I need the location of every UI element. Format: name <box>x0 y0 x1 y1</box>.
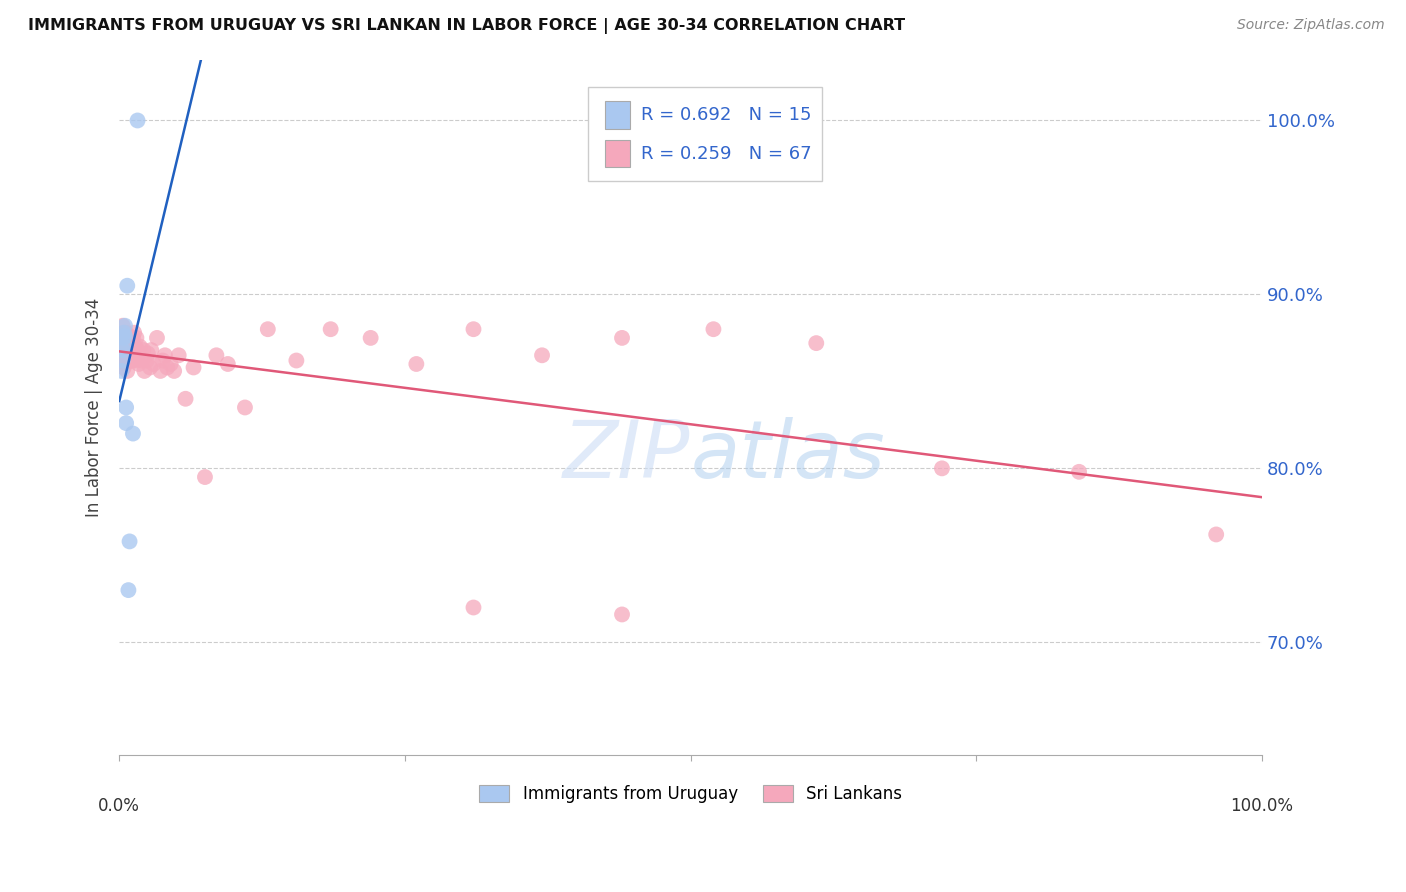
Point <box>118 534 141 549</box>
Point <box>122 331 145 345</box>
Point <box>131 353 153 368</box>
Point <box>702 322 724 336</box>
Point <box>122 326 145 340</box>
Point <box>610 331 633 345</box>
Point <box>125 331 148 345</box>
Text: R = 0.692   N = 15: R = 0.692 N = 15 <box>641 106 811 124</box>
Point <box>132 343 155 357</box>
Point <box>159 357 181 371</box>
Point <box>146 331 169 345</box>
Y-axis label: In Labor Force | Age 30-34: In Labor Force | Age 30-34 <box>86 298 103 517</box>
Point <box>117 364 139 378</box>
Point <box>112 326 135 340</box>
Point <box>217 357 239 371</box>
Point <box>122 353 145 368</box>
Point <box>117 583 139 598</box>
Point <box>256 322 278 336</box>
Text: ZIP: ZIP <box>564 417 690 495</box>
Point <box>183 360 205 375</box>
Point <box>111 340 134 354</box>
Point <box>931 461 953 475</box>
Point <box>121 340 143 354</box>
Point <box>118 343 141 357</box>
Point <box>174 392 197 406</box>
Point <box>531 348 554 362</box>
Point <box>1067 465 1090 479</box>
Point <box>117 278 139 293</box>
Point <box>142 357 165 371</box>
Point <box>360 331 382 345</box>
Text: IMMIGRANTS FROM URUGUAY VS SRI LANKAN IN LABOR FORCE | AGE 30-34 CORRELATION CHA: IMMIGRANTS FROM URUGUAY VS SRI LANKAN IN… <box>28 18 905 34</box>
Text: 100.0%: 100.0% <box>1230 797 1294 815</box>
Point <box>124 340 146 354</box>
Point <box>117 331 139 345</box>
Point <box>120 353 142 368</box>
Point <box>136 346 159 360</box>
Bar <box>605 102 630 129</box>
Point <box>114 343 136 357</box>
Point <box>115 340 138 354</box>
Legend: Immigrants from Uruguay, Sri Lankans: Immigrants from Uruguay, Sri Lankans <box>472 778 908 810</box>
FancyBboxPatch shape <box>588 87 823 181</box>
Point <box>141 343 163 357</box>
Point <box>118 329 141 343</box>
Point <box>285 353 308 368</box>
Point <box>149 364 172 378</box>
Point <box>163 364 186 378</box>
Point <box>806 336 828 351</box>
Point <box>115 326 138 340</box>
Point <box>112 360 135 375</box>
Point <box>110 364 132 378</box>
Point <box>233 401 256 415</box>
Point <box>111 343 134 357</box>
Point <box>463 600 485 615</box>
Point <box>139 360 162 375</box>
Point <box>115 353 138 368</box>
Point <box>112 331 135 345</box>
Point <box>114 329 136 343</box>
Point <box>128 357 150 371</box>
Point <box>117 331 139 345</box>
Text: atlas: atlas <box>690 417 886 495</box>
Point <box>152 353 174 368</box>
Point <box>135 353 157 368</box>
Point <box>114 329 136 343</box>
Point <box>111 318 134 333</box>
Text: 0.0%: 0.0% <box>98 797 141 815</box>
Point <box>127 113 149 128</box>
Point <box>125 353 148 368</box>
Point <box>110 329 132 343</box>
Point <box>115 416 138 430</box>
Bar <box>605 140 630 168</box>
Point <box>167 348 190 362</box>
Point <box>114 340 136 354</box>
Point <box>111 353 134 368</box>
Point <box>405 357 427 371</box>
Point <box>115 401 138 415</box>
Point <box>128 340 150 354</box>
Point <box>114 318 136 333</box>
Point <box>463 322 485 336</box>
Point <box>319 322 342 336</box>
Point <box>1205 527 1227 541</box>
Point <box>610 607 633 622</box>
Point <box>153 348 176 362</box>
Point <box>117 353 139 368</box>
Point <box>112 350 135 364</box>
Point <box>134 364 156 378</box>
Point <box>120 331 142 345</box>
Point <box>156 360 179 375</box>
Point <box>114 357 136 371</box>
Point <box>127 343 149 357</box>
Text: Source: ZipAtlas.com: Source: ZipAtlas.com <box>1237 18 1385 32</box>
Point <box>194 470 217 484</box>
Point <box>112 326 135 340</box>
Point <box>205 348 228 362</box>
Text: R = 0.259   N = 67: R = 0.259 N = 67 <box>641 145 813 162</box>
Point <box>122 426 145 441</box>
